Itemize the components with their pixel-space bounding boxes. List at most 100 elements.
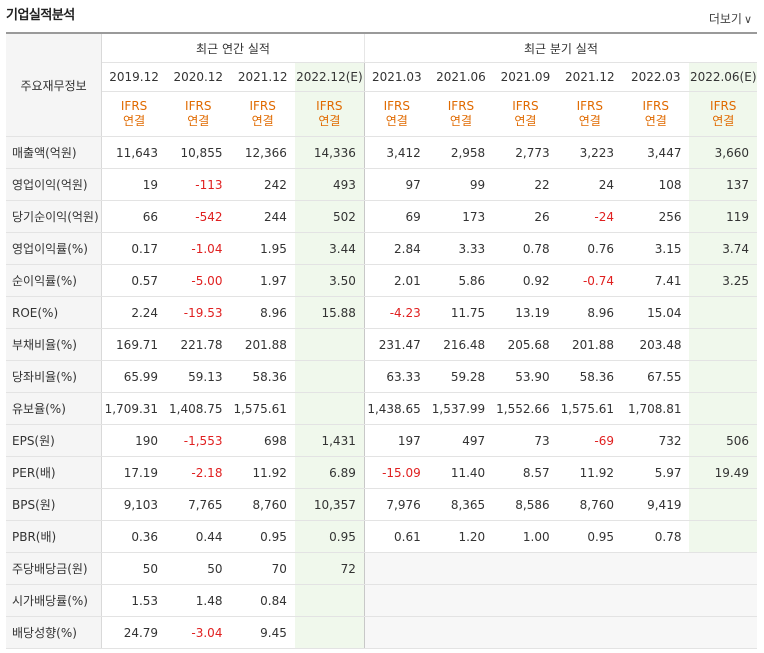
ifrs-label: IFRS 연결 [622,91,690,137]
table-cell: 3.33 [428,232,494,265]
table-cell: 12,366 [230,136,295,169]
table-cell: 0.84 [230,584,295,617]
table-cell: 9,103 [101,488,167,521]
ifrs-label: IFRS 연결 [230,91,295,137]
table-cell: 1,708.81 [622,392,690,425]
table-cell: 59.13 [166,360,231,393]
table-cell: 58.36 [230,360,295,393]
table-cell: 8.96 [557,296,623,329]
ifrs-scope: 연결 [578,114,601,128]
table-cell: 2,958 [428,136,494,169]
table-cell: 5.86 [428,264,494,297]
table-cell [689,552,757,585]
table-row: 영업이익(억원) 19 -113 242 493 97 99 22 24 108 137 [6,168,757,201]
table-cell: 72 [294,552,365,585]
table-cell: 732 [622,424,690,457]
table-cell: 3.44 [294,232,365,265]
table-cell: 3,447 [622,136,690,169]
table-row: ROE(%) 2.24 -19.53 8.96 15.88 -4.23 11.75 13.19… [6,296,757,329]
table-cell: 9,419 [622,488,690,521]
table-cell: 53.90 [493,360,558,393]
period-header: 2022.12(E) [294,62,365,92]
table-cell [689,296,757,329]
table-cell: -3.04 [166,616,231,649]
table-row: 주당배당금(원) 50 50 70 72 [6,552,757,585]
table-row: PBR(배) 0.36 0.44 0.95 0.95 0.61 1.20 1.00 0.95 0.… [6,520,757,553]
ifrs-scope: 연결 [123,114,146,128]
table-cell: 1,575.61 [557,392,623,425]
financial-table: 주요재무정보 최근 연간 실적 최근 분기 실적 2019.12 2020.12 2… [6,32,757,649]
row-label: 시가배당률(%) [6,584,103,617]
ifrs-label: IFRS 연결 [428,91,494,137]
table-cell: 2,773 [493,136,558,169]
table-cell: -15.09 [363,456,429,489]
table-cell: 1,552.66 [493,392,558,425]
table-cell: 6.89 [294,456,365,489]
table-cell: 137 [689,168,757,201]
table-cell: 3,412 [363,136,429,169]
table-cell [689,328,757,361]
table-cell: 242 [230,168,295,201]
table-cell [557,584,623,617]
ifrs-label: IFRS 연결 [493,91,558,137]
table-cell: 244 [230,200,295,233]
table-cell: 9.45 [230,616,295,649]
period-header: 2022.03 [622,62,690,92]
table-cell: 97 [363,168,429,201]
table-cell [689,392,757,425]
table-cell [428,552,494,585]
table-row: 유보율(%) 1,709.31 1,408.75 1,575.61 1,438.65 1,… [6,392,757,425]
table-cell: 7,976 [363,488,429,521]
table-cell: 11,643 [101,136,167,169]
table-cell [689,616,757,649]
ifrs-standard: IFRS [512,99,539,113]
table-cell: 8.96 [230,296,295,329]
ifrs-scope: 연결 [449,114,473,128]
table-cell: 15.04 [622,296,690,329]
ifrs-scope: 연결 [514,114,537,128]
ifrs-standard: IFRS [120,99,148,113]
ifrs-standard: IFRS [249,99,276,113]
table-cell: 1,537.99 [428,392,494,425]
table-cell: 1.00 [493,520,558,553]
row-label: 순이익률(%) [6,264,103,297]
ifrs-standard: IFRS [383,99,410,113]
table-cell: 497 [428,424,494,457]
table-cell: 24.79 [101,616,167,649]
ifrs-scope: 연결 [187,114,210,128]
table-cell [557,616,623,649]
table-cell: 8,365 [428,488,494,521]
table-cell: 19.49 [689,456,757,489]
table-cell [294,616,365,649]
row-label: PER(배) [6,456,103,489]
table-cell: 1.53 [101,584,167,617]
table-row: 시가배당률(%) 1.53 1.48 0.84 [6,584,757,617]
table-cell: 2.24 [101,296,167,329]
table-cell: 1,575.61 [230,392,295,425]
table-cell: 10,357 [294,488,365,521]
more-button[interactable]: 더보기 ∨ [709,10,752,27]
table-cell: 108 [622,168,690,201]
table-cell: 3.74 [689,232,757,265]
table-cell: 169.71 [101,328,167,361]
ifrs-label: IFRS 연결 [363,91,429,137]
table-cell: 70 [230,552,295,585]
table-cell: 698 [230,424,295,457]
annual-group-header: 최근 연간 실적 [101,32,365,63]
table-cell [622,584,690,617]
table-cell: -2.18 [166,456,231,489]
ifrs-standard: IFRS [710,99,737,113]
table-cell: 11.40 [428,456,494,489]
table-cell: -5.00 [166,264,231,297]
table-cell [622,616,690,649]
ifrs-standard: IFRS [576,99,604,113]
table-cell: 10,855 [166,136,231,169]
table-cell [428,616,494,649]
chevron-down-icon: ∨ [743,13,752,26]
table-cell: -113 [166,168,231,201]
table-cell: 26 [493,200,558,233]
table-cell: 1,438.65 [363,392,429,425]
table-cell [557,552,623,585]
table-row: 당기순이익(억원) 66 -542 244 502 69 173 26 -24 256 119 [6,200,757,233]
table-cell: 17.19 [101,456,167,489]
